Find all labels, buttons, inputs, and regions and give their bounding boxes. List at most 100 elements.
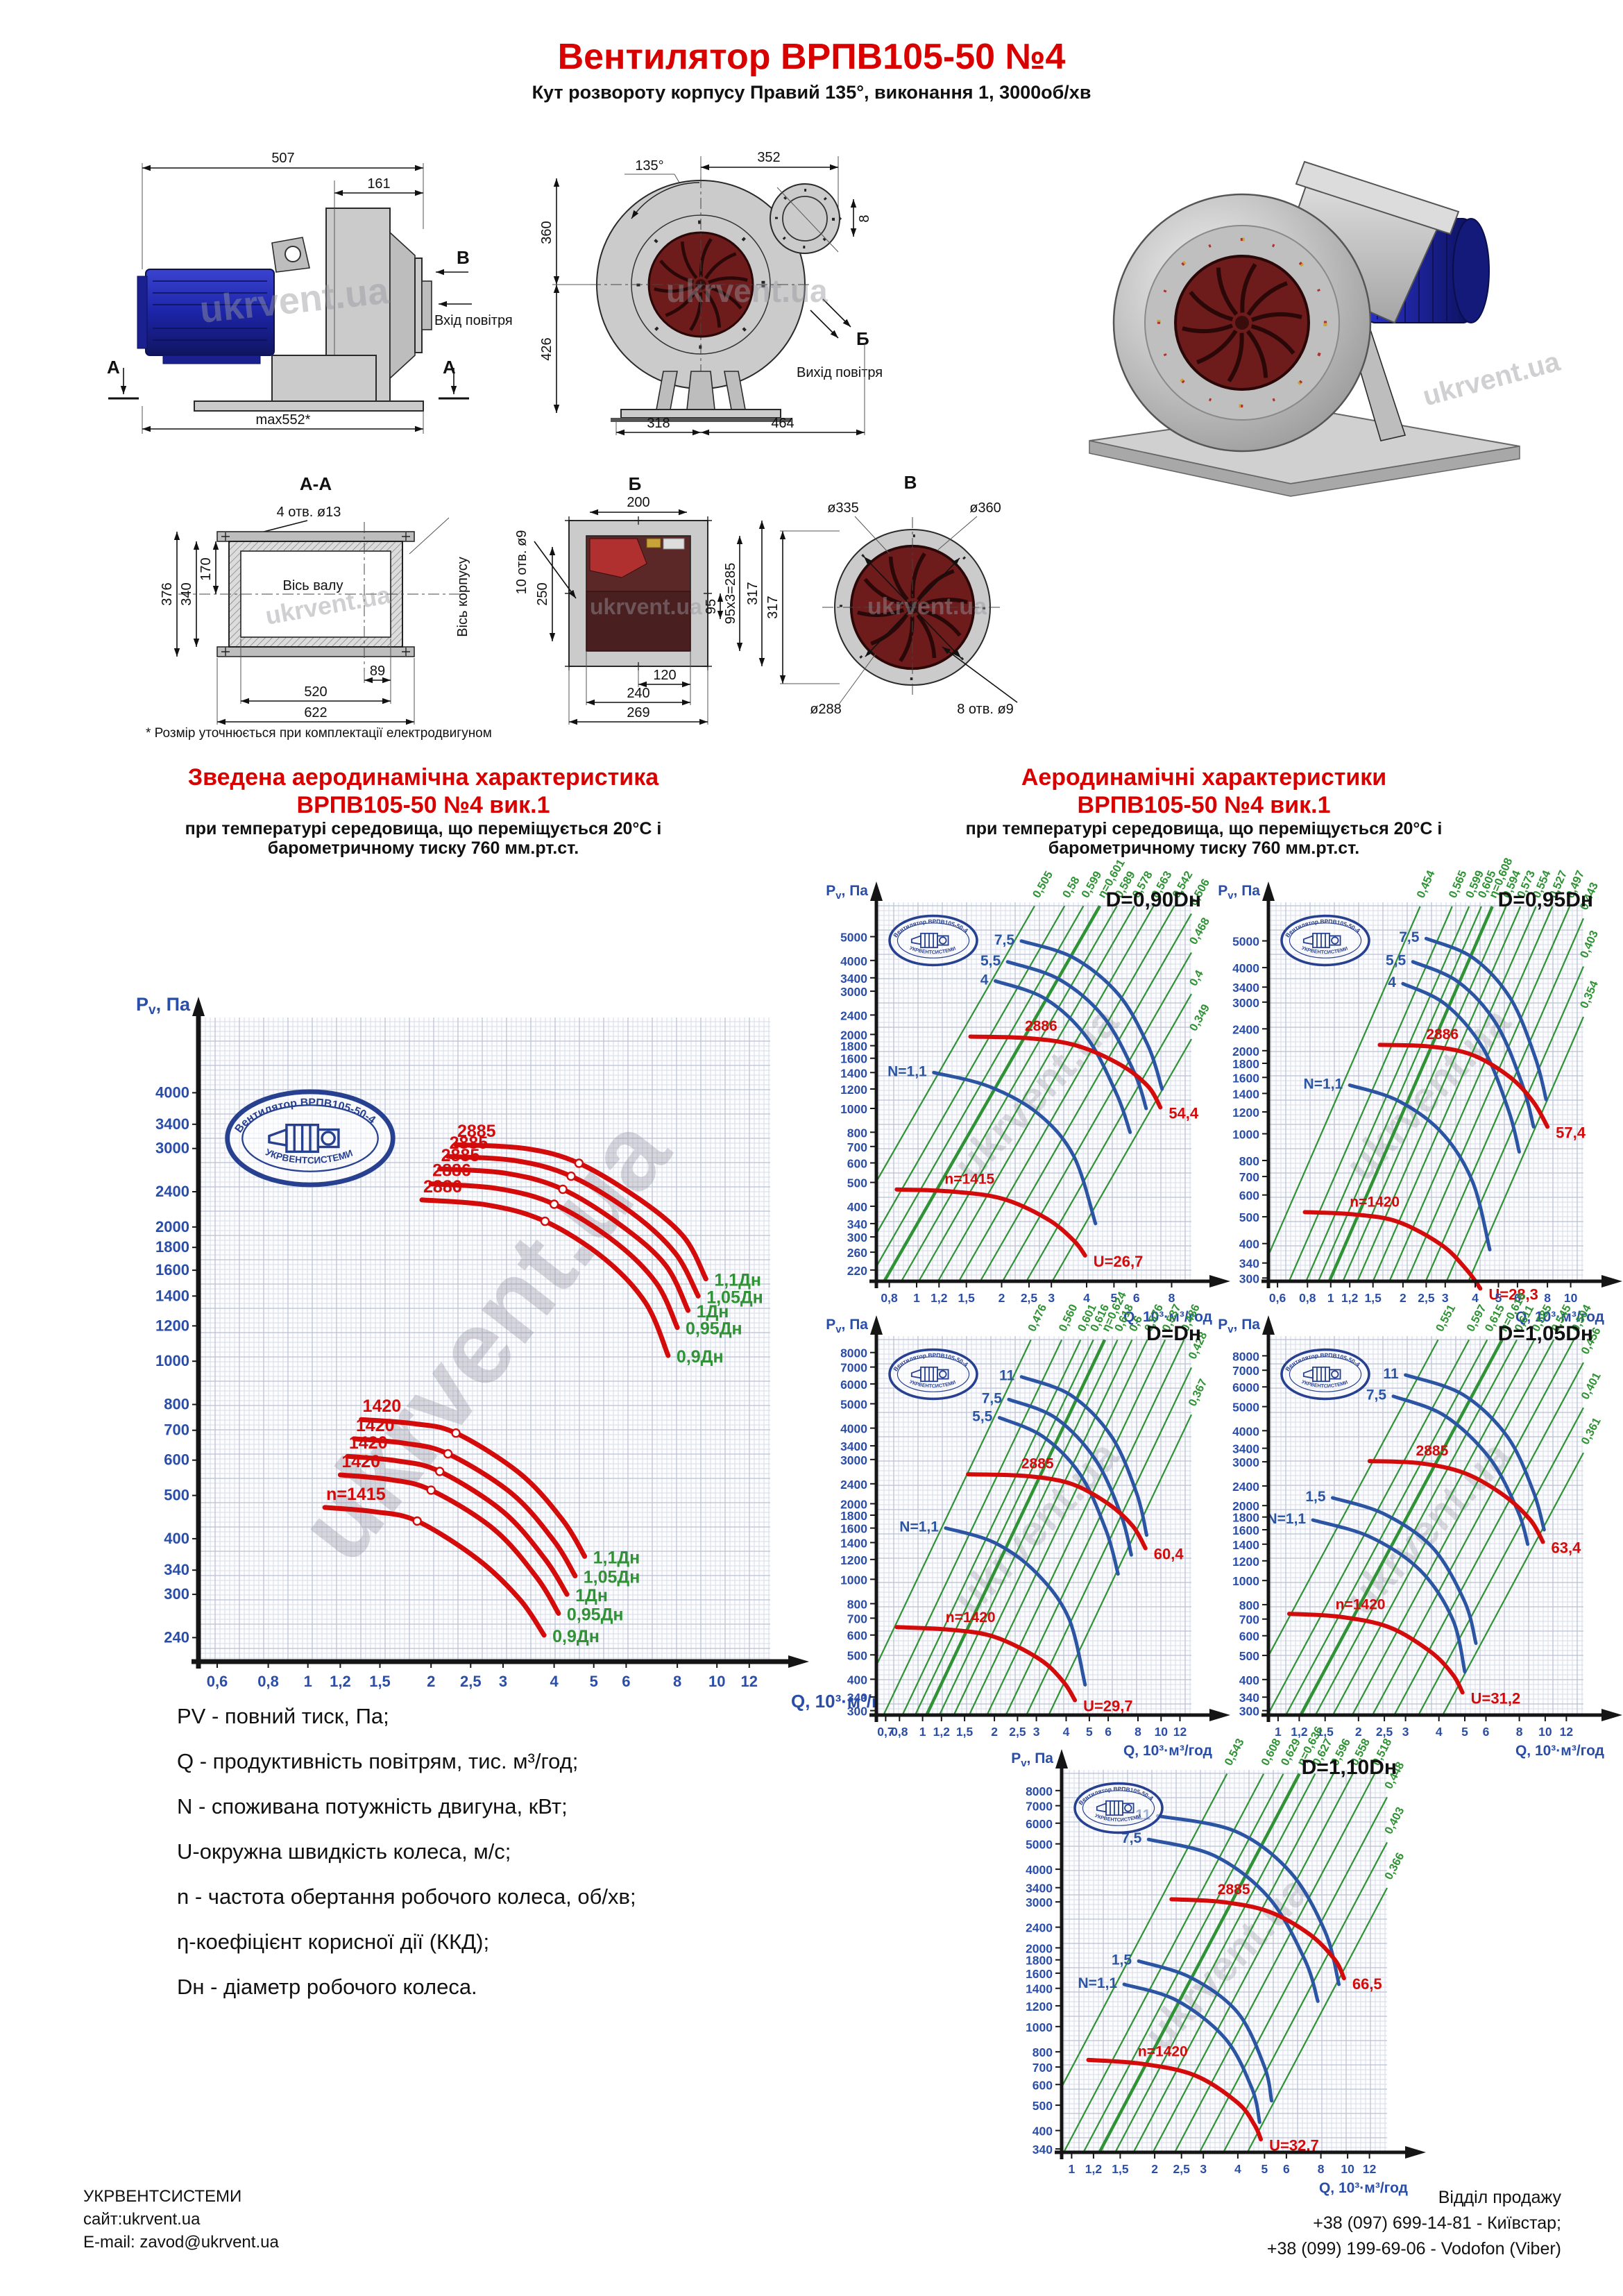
site-link[interactable]: сайт:ukrvent.ua [83, 2210, 201, 2229]
svg-text:1: 1 [1327, 1291, 1334, 1305]
dim-269: 269 [627, 705, 649, 720]
left-section-header: Зведена аеродинамічна характеристика ВРП… [83, 763, 763, 858]
svg-text:1,2: 1,2 [1341, 1291, 1359, 1305]
svg-text:2000: 2000 [1232, 1045, 1259, 1058]
svg-text:D=1,10Dн: D=1,10Dн [1302, 1756, 1397, 1779]
svg-text:Pv, Па: Pv, Па [826, 1317, 868, 1335]
svg-text:3400: 3400 [1232, 1442, 1259, 1456]
svg-text:1: 1 [913, 1291, 920, 1305]
left-title-line1: Зведена аеродинамічна характеристика [187, 764, 659, 791]
svg-text:4000: 4000 [1232, 961, 1259, 975]
svg-text:3000: 3000 [840, 1453, 867, 1467]
left-subtitle-line2: барометричному тиску 760 мм.рт.ст. [267, 838, 579, 858]
svg-text:5000: 5000 [840, 931, 867, 945]
legend-item: N - споживана потужність двигуна, кВт; [177, 1794, 568, 1818]
svg-text:1,05Дн: 1,05Дн [706, 1288, 763, 1307]
right-title-line2: ВРПВ105-50 №4 вик.1 [1077, 792, 1331, 818]
svg-text:1200: 1200 [840, 1083, 867, 1097]
svg-text:1: 1 [1275, 1725, 1282, 1739]
svg-text:3: 3 [1442, 1291, 1449, 1305]
svg-text:N=1,1: N=1,1 [1078, 1975, 1117, 1991]
dim-360: ø360 [969, 500, 1001, 516]
svg-text:3000: 3000 [1026, 1896, 1053, 1909]
legend-item: Q - продуктивність повітрям, тис. м³/год… [177, 1749, 579, 1773]
dim-170: 170 [198, 557, 214, 580]
svg-text:5: 5 [1261, 2162, 1268, 2176]
dim-622: 622 [304, 705, 327, 720]
svg-text:2886: 2886 [1426, 1027, 1459, 1043]
svg-text:2400: 2400 [840, 1008, 867, 1022]
svg-text:260: 260 [847, 1246, 867, 1260]
svg-text:800: 800 [1239, 1598, 1259, 1612]
drawing-side-view: 507 161 ukrvent.ua В Вхід повітря А А ma… [107, 151, 513, 434]
svg-text:220: 220 [847, 1264, 867, 1278]
svg-text:2,5: 2,5 [1173, 2162, 1191, 2176]
svg-text:6: 6 [1105, 1725, 1112, 1739]
legend-item: η-коефіцієнт корисної дії (ККД); [177, 1930, 490, 1954]
svg-text:63,4: 63,4 [1552, 1539, 1582, 1556]
dim-376: 376 [160, 582, 175, 605]
svg-text:0,95Дн: 0,95Дн [567, 1605, 624, 1624]
svg-text:2886: 2886 [423, 1177, 462, 1197]
svg-text:N=1,1: N=1,1 [887, 1063, 927, 1079]
dim-464: 464 [771, 416, 794, 431]
svg-text:2400: 2400 [1232, 1022, 1259, 1036]
left-title-line2: ВРПВ105-50 №4 вик.1 [296, 792, 550, 818]
svg-text:Q, 10³·м³/год: Q, 10³·м³/год [1123, 1743, 1212, 1759]
svg-text:700: 700 [847, 1612, 867, 1626]
svg-text:300: 300 [847, 1705, 867, 1719]
svg-text:800: 800 [1239, 1154, 1259, 1168]
watermark: ukrvent.ua [867, 593, 987, 620]
svg-text:1420: 1420 [349, 1433, 388, 1453]
svg-text:1600: 1600 [1026, 1967, 1053, 1981]
svg-text:1000: 1000 [840, 1573, 867, 1587]
svg-text:400: 400 [1239, 1673, 1259, 1687]
svg-text:4000: 4000 [155, 1083, 189, 1101]
svg-text:2: 2 [1400, 1291, 1407, 1305]
svg-text:10: 10 [1564, 1291, 1578, 1305]
svg-text:1000: 1000 [1232, 1574, 1259, 1588]
phone-vodafone[interactable]: +38 (099) 199-69-06 - Vodofon (Viber) [1266, 2239, 1561, 2259]
svg-text:400: 400 [847, 1673, 867, 1687]
svg-text:1,5: 1,5 [1365, 1291, 1382, 1305]
company-name: УКРВЕНТСИСТЕМИ [83, 2187, 242, 2206]
svg-text:1600: 1600 [840, 1522, 867, 1536]
legend-item: U-окружна швидкість колеса, м/с; [177, 1839, 511, 1864]
svg-text:2885: 2885 [450, 1133, 488, 1153]
page-title: Вентилятор ВРПВ105-50 №4 [557, 37, 1066, 77]
svg-text:8: 8 [1169, 1291, 1175, 1305]
svg-text:340: 340 [847, 1217, 867, 1231]
svg-text:Q, 10³·м³/год: Q, 10³·м³/год [1515, 1309, 1604, 1325]
svg-text:10: 10 [1538, 1725, 1552, 1739]
svg-text:1000: 1000 [840, 1102, 867, 1116]
svg-text:500: 500 [847, 1648, 867, 1662]
svg-text:N=1,1: N=1,1 [899, 1519, 939, 1535]
phone-kyivstar[interactable]: +38 (097) 699-14-81 - Київстар; [1313, 2213, 1561, 2233]
svg-text:7000: 7000 [840, 1361, 867, 1375]
svg-text:3000: 3000 [840, 985, 867, 999]
svg-text:N=1,1: N=1,1 [1266, 1511, 1306, 1527]
right-section-header: Аеродинамічні характеристики ВРПВ105-50 … [864, 763, 1544, 858]
dim-max552: max552* [256, 412, 311, 428]
svg-text:1,5: 1,5 [1317, 1725, 1334, 1739]
svg-text:2: 2 [1355, 1725, 1362, 1739]
svg-text:2,5: 2,5 [460, 1673, 482, 1690]
svg-text:8000: 8000 [1026, 1784, 1053, 1798]
svg-text:U=26,7: U=26,7 [1094, 1253, 1144, 1270]
svg-text:4: 4 [1234, 2162, 1241, 2176]
svg-text:600: 600 [164, 1451, 189, 1469]
svg-text:1,5: 1,5 [1305, 1489, 1326, 1505]
svg-text:2000: 2000 [840, 1028, 867, 1042]
dim-317: 317 [745, 582, 760, 605]
svg-text:7000: 7000 [1026, 1800, 1053, 1814]
svg-text:3: 3 [1200, 2162, 1207, 2176]
svg-text:Q, 10³·м³/год: Q, 10³·м³/год [1515, 1743, 1604, 1759]
dim-95: 95 [704, 599, 719, 614]
svg-text:0,7: 0,7 [877, 1725, 894, 1739]
svg-text:500: 500 [164, 1487, 189, 1504]
svg-text:340: 340 [1239, 1257, 1259, 1271]
svg-text:2: 2 [427, 1673, 435, 1690]
dim-360: 360 [539, 221, 554, 244]
email-link[interactable]: E-mail: zavod@ukrvent.ua [83, 2233, 279, 2252]
